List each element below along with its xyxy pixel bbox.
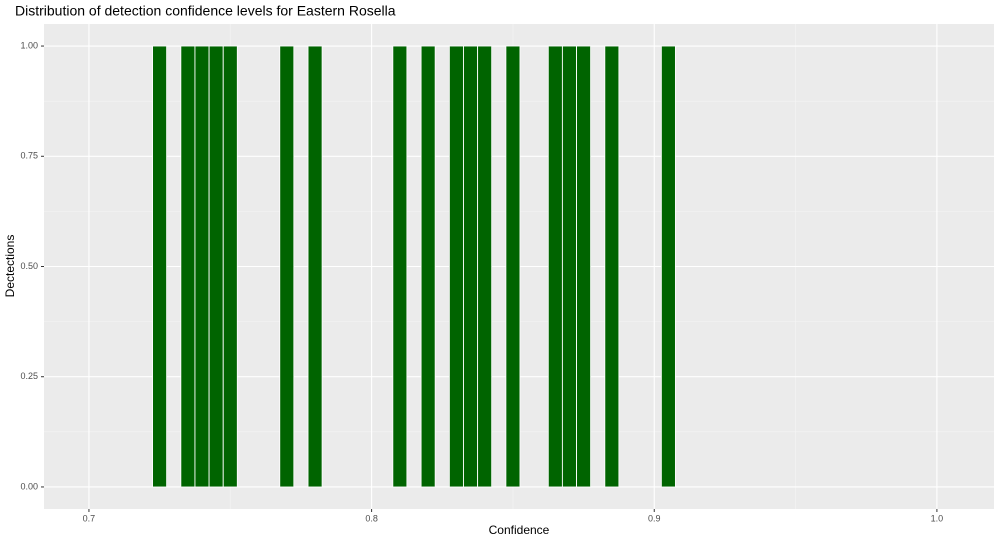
- bar: [208, 45, 224, 488]
- bar: [660, 45, 676, 488]
- bar: [307, 45, 323, 488]
- bar: [152, 45, 168, 488]
- y-tick-label: 1.00: [20, 40, 38, 50]
- bar: [477, 45, 493, 488]
- chart-title: Distribution of detection confidence lev…: [15, 3, 396, 19]
- bar: [222, 45, 238, 488]
- y-axis-title: Dectections: [3, 235, 17, 298]
- bar: [392, 45, 408, 488]
- bar: [194, 45, 210, 488]
- x-tick-label: 1.0: [931, 513, 944, 523]
- bar: [279, 45, 295, 488]
- bar: [547, 45, 563, 488]
- bar: [448, 45, 464, 488]
- bar: [604, 45, 620, 488]
- bar: [180, 45, 196, 488]
- x-tick-label: 0.9: [648, 513, 661, 523]
- bar: [505, 45, 521, 488]
- y-tick-label: 0.00: [20, 481, 38, 491]
- y-tick-label: 0.75: [20, 151, 38, 161]
- x-tick-label: 0.7: [83, 513, 96, 523]
- bar: [562, 45, 577, 488]
- y-tick-label: 0.50: [20, 261, 38, 271]
- x-axis-title: Confidence: [489, 523, 550, 537]
- bar: [420, 45, 436, 488]
- x-tick-label: 0.8: [365, 513, 378, 523]
- y-tick-label: 0.25: [20, 371, 38, 381]
- bar: [463, 45, 478, 488]
- bar: [576, 45, 591, 488]
